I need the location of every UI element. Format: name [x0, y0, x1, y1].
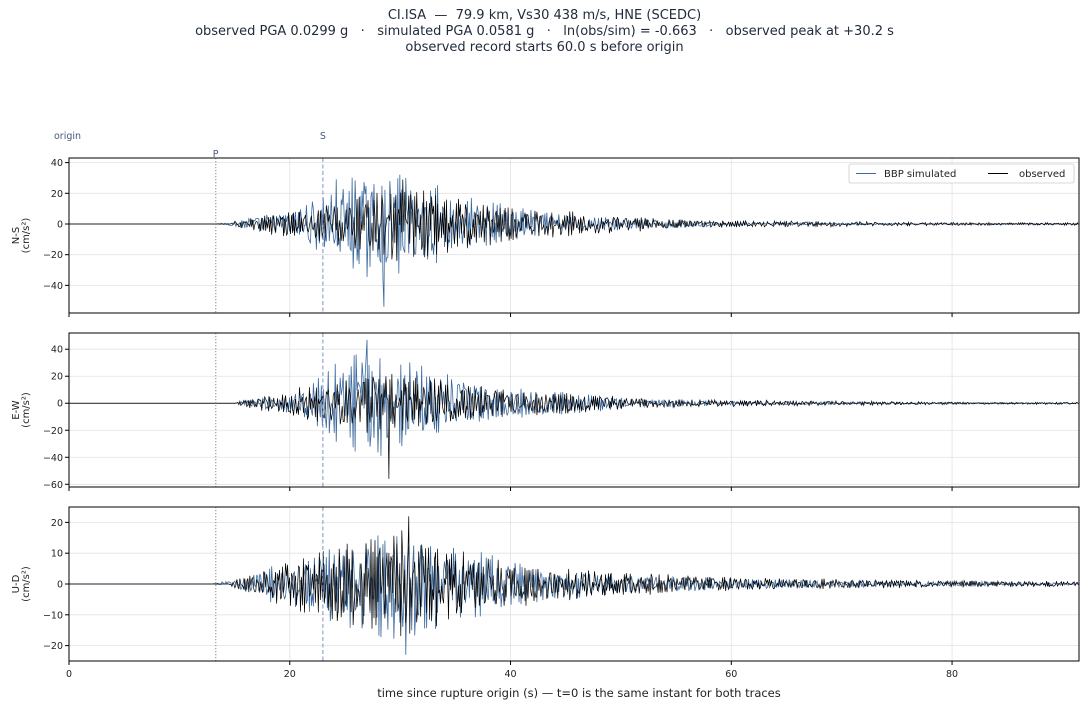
y-axis-unit-label: (cm/s²) [21, 566, 32, 602]
x-tick-label: 60 [725, 669, 737, 680]
observed-trace [69, 516, 1079, 637]
panel-frame [68, 332, 1080, 488]
panel-e-w: 40 20 0 −20 −40 −60 E-W (cm/s²) [11, 332, 1080, 491]
figure-subtitle-metrics: observed PGA 0.0299 g · simulated PGA 0.… [195, 24, 894, 39]
y-tick-label: 0 [57, 399, 63, 410]
y-tick-label: 0 [57, 580, 63, 591]
y-tick-label: 20 [51, 372, 63, 383]
y-tick-label: 10 [51, 549, 63, 560]
panel-n-s: 40 20 0 −20 −40 N-S (cm/s²) BBP simulated observ… [11, 157, 1080, 317]
x-tick-label: 80 [946, 669, 958, 680]
y-tick-label: −40 [43, 453, 63, 464]
panel-u-d: 20 10 0 −10 −20 0 20 40 60 80 U-D (cm/s²) [11, 506, 1080, 680]
y-tick-label: −20 [43, 426, 63, 437]
y-axis-component-label: U-D [11, 574, 22, 593]
observed-trace [69, 373, 1079, 479]
y-tick-label: −60 [43, 480, 63, 491]
x-tick-label: 0 [66, 669, 72, 680]
y-axis-unit-label: (cm/s²) [21, 218, 32, 254]
legend-label-simulated: BBP simulated [884, 169, 956, 180]
panel-frame [68, 157, 1080, 314]
legend-frame [848, 163, 1075, 184]
s-arrival-label: S [320, 131, 326, 142]
y-tick-label: 40 [51, 158, 63, 169]
waveform-traces [69, 516, 1079, 655]
observed-trace [69, 179, 1079, 261]
x-tick-label: 20 [284, 669, 296, 680]
y-tick-label: 40 [51, 345, 63, 356]
simulated-trace [69, 339, 1079, 456]
legend-label-observed: observed [1019, 169, 1065, 180]
y-tick-label: 20 [51, 518, 63, 529]
y-axis-component-label: N-S [11, 227, 22, 244]
origin-marker-label: origin [54, 131, 81, 142]
y-tick-label: 20 [51, 189, 63, 200]
y-tick-label: −40 [43, 281, 63, 292]
p-arrival-label: P [213, 149, 219, 160]
simulated-trace [69, 174, 1079, 307]
x-tick-label: 40 [504, 669, 516, 680]
y-tick-label: −20 [43, 250, 63, 261]
y-tick-label: 0 [57, 219, 63, 230]
x-axis-label: time since rupture origin (s) — t=0 is t… [377, 686, 781, 700]
figure-title: CI.ISA — 79.9 km, Vs30 438 m/s, HNE (SCE… [387, 8, 702, 23]
y-tick-label: −20 [43, 641, 63, 652]
y-axis-unit-label: (cm/s²) [21, 392, 32, 428]
figure-title-block: CI.ISA — 79.9 km, Vs30 438 m/s, HNE (SCE… [0, 8, 1089, 56]
figure-subtitle-note: observed record starts 60.0 s before ori… [405, 40, 684, 55]
waveform-traces [69, 174, 1079, 307]
waveform-traces [69, 339, 1079, 479]
chart-legend: BBP simulated observed [848, 163, 1075, 184]
y-axis-component-label: E-W [11, 400, 22, 420]
y-tick-label: −10 [43, 610, 63, 621]
